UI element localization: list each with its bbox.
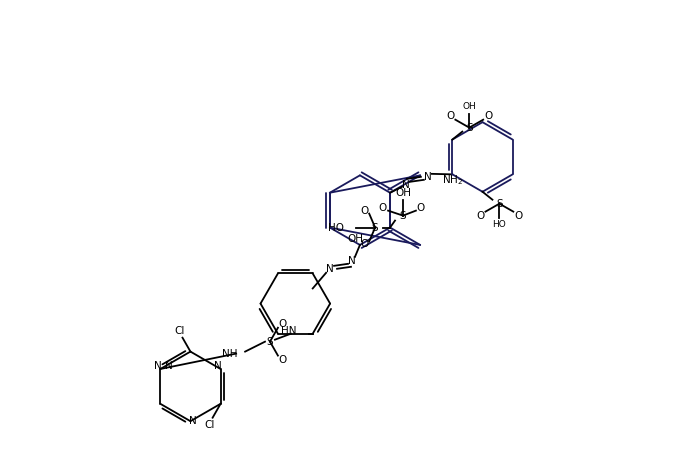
Text: Cl: Cl <box>174 326 184 336</box>
Text: O: O <box>360 206 368 216</box>
Text: NH: NH <box>221 349 237 359</box>
Text: N: N <box>348 256 356 266</box>
Text: N: N <box>402 180 410 190</box>
Text: S: S <box>372 223 379 233</box>
Text: O: O <box>476 211 484 220</box>
Text: HO: HO <box>493 220 506 229</box>
Text: N: N <box>424 172 432 182</box>
Text: S: S <box>466 123 473 133</box>
Text: OH: OH <box>348 234 364 245</box>
Text: HN: HN <box>281 326 296 336</box>
Text: HO: HO <box>329 223 345 233</box>
Text: S: S <box>400 211 406 220</box>
Text: N: N <box>189 416 196 426</box>
Text: O: O <box>378 203 386 212</box>
Text: Cl: Cl <box>205 420 215 430</box>
Text: O: O <box>360 240 368 249</box>
Text: OH: OH <box>462 102 476 111</box>
Text: OH: OH <box>395 188 411 198</box>
Text: O: O <box>417 203 425 212</box>
Text: O: O <box>514 211 523 220</box>
Text: N: N <box>326 264 334 274</box>
Text: O: O <box>446 111 454 121</box>
Text: N: N <box>214 361 221 371</box>
Text: S: S <box>267 336 274 347</box>
Text: N: N <box>155 361 162 371</box>
Text: O: O <box>484 111 492 121</box>
Text: N: N <box>165 361 173 371</box>
Text: O: O <box>279 355 287 364</box>
Text: NH$_2$: NH$_2$ <box>442 173 464 187</box>
Text: S: S <box>496 199 503 209</box>
Text: O: O <box>279 319 287 329</box>
